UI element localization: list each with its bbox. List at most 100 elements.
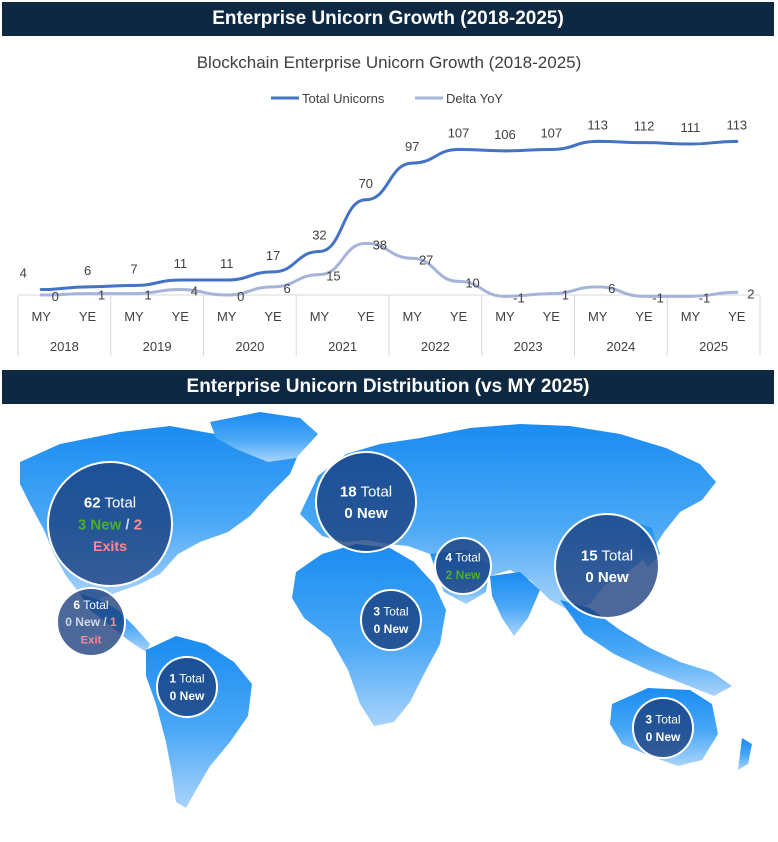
data-label-delta: 38 [373,237,387,252]
data-label-total: 32 [312,227,326,242]
data-label-total: 4 [20,266,27,281]
region-new-text: 0 New [646,730,681,744]
region-circle [56,587,126,657]
region-circle [434,537,492,595]
data-label-delta: 6 [608,281,615,296]
data-label-delta: 1 [562,288,569,303]
region-separator: / [100,615,110,629]
x-tick-label: YE [357,309,375,324]
region-total-value: 18 [340,483,357,500]
growth-section-banner: Enterprise Unicorn Growth (2018-2025) [2,2,774,36]
data-point-delta [178,288,182,292]
region-total-word: Total [380,605,408,619]
distribution-section-banner: Enterprise Unicorn Distribution (vs MY 2… [2,370,774,404]
region-bubble-asia-east[interactable]: 15 Total 0 New [554,513,660,619]
region-total-text: 3 Total [373,605,408,619]
data-point-delta [132,292,136,296]
data-label-total: 106 [494,127,516,142]
x-tick-label: MY [402,309,422,324]
data-label-delta: 10 [465,275,479,290]
data-label-total: 70 [359,176,373,191]
data-point-total [178,278,182,282]
region-bubble-oceania[interactable]: 3 Total 0 New [632,697,694,759]
region-bubble-middle-east[interactable]: 4 Total 2 New [434,537,492,595]
region-separator: / [121,516,134,533]
legend-delta-yoy: Delta YoY [446,91,503,106]
region-circle [360,589,422,651]
data-point-delta [39,293,43,297]
chart-title: Blockchain Enterprise Unicorn Growth (20… [197,53,582,72]
region-total-value: 15 [581,547,598,564]
region-exit-value: 2 [134,516,142,533]
data-point-total [688,142,692,146]
x-tick-label: MY [495,309,515,324]
data-label-total: 107 [540,125,562,140]
region-exit-word: Exit [81,635,102,647]
data-label-total: 107 [448,125,470,140]
data-point-total [596,139,600,143]
data-point-delta [86,292,90,296]
region-total-word: Total [357,483,393,500]
new-zealand-land [738,738,752,770]
data-point-total [225,278,229,282]
data-point-delta [271,285,275,289]
x-group-label: 2023 [514,339,543,354]
x-group-label: 2019 [143,339,172,354]
data-point-delta [503,294,507,298]
growth-line-chart: Blockchain Enterprise Unicorn Growth (20… [17,53,761,356]
data-label-total: 113 [726,117,747,132]
region-total-word: Total [598,547,634,564]
x-tick-label: MY [124,309,144,324]
region-new-text: 0 New [585,569,629,586]
region-new-value: 3 New [78,516,122,533]
data-point-total [735,139,739,143]
region-new-value: 0 New [170,689,205,703]
data-label-total: 111 [681,120,701,135]
x-tick-label: MY [588,309,608,324]
region-bubble-africa[interactable]: 3 Total 0 New [360,589,422,651]
region-total-word: Total [652,713,680,727]
region-total-text: 6 Total [73,598,108,612]
southeast-asia-land [560,600,732,696]
data-label-delta: 2 [747,286,754,301]
data-point-delta [688,294,692,298]
region-new-text: 3 New / 2 [78,516,142,533]
region-new-text: 0 New / 1 [65,615,117,629]
region-total-value: 6 [73,598,80,612]
data-point-total [410,161,414,165]
x-group-label: 2020 [235,339,264,354]
data-point-total [86,285,90,289]
data-point-delta [410,256,414,260]
region-total-word: Total [452,551,480,565]
legend-total-unicorns: Total Unicorns [302,91,385,106]
data-label-delta: 0 [237,289,244,304]
region-bubble-north-america[interactable]: 62 Total 3 New / 2 Exits [47,461,173,587]
data-label-delta: -1 [513,290,525,305]
chart-legend: Total Unicorns Delta YoY [271,91,503,106]
region-new-text: 2 New [446,568,481,582]
region-circle [47,461,173,587]
data-point-total [317,249,321,253]
x-group-label: 2022 [421,339,450,354]
region-total-value: 3 [645,713,652,727]
data-label-delta: 4 [191,284,198,299]
region-total-value: 3 [373,605,380,619]
region-total-text: 15 Total [581,547,633,564]
region-bubble-europe[interactable]: 18 Total 0 New [315,451,417,553]
region-total-value: 62 [84,495,101,512]
data-label-delta: 1 [98,288,105,303]
region-total-word: Total [80,598,108,612]
x-group-label: 2018 [50,339,79,354]
data-label-delta: 1 [144,288,151,303]
data-point-total [549,147,553,151]
region-bubble-central-america[interactable]: 6 Total 0 New / 1 Exit [56,587,126,657]
data-point-delta [642,294,646,298]
x-tick-label: YE [172,309,190,324]
region-total-text: 4 Total [445,551,480,565]
data-label-delta: -1 [699,290,711,305]
data-label-total: 17 [266,248,280,263]
data-point-delta [364,241,368,245]
region-bubble-south-america[interactable]: 1 Total 0 New [156,656,218,718]
x-group-label: 2024 [606,339,635,354]
